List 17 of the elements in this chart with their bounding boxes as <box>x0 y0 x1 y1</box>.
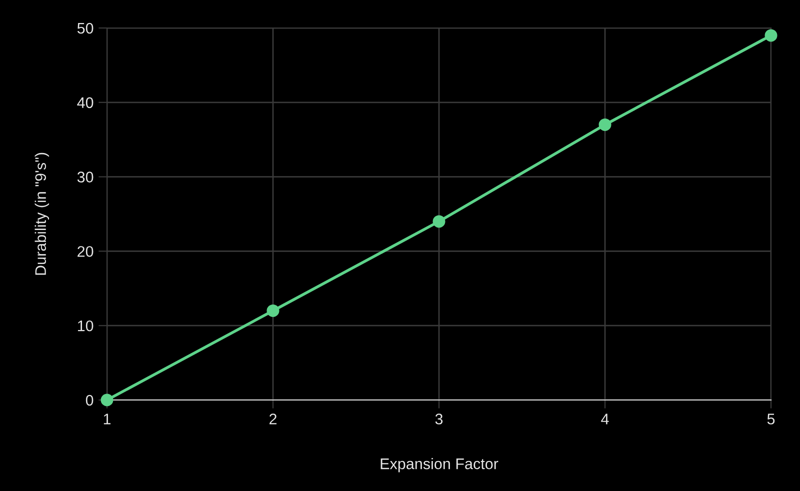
x-tick-label: 3 <box>435 414 443 424</box>
y-tick-label: 20 <box>78 246 94 257</box>
x-tick-label: 4 <box>601 414 609 424</box>
point <box>764 29 778 42</box>
y-axis-title: Durability (in "9's") <box>34 152 50 275</box>
point <box>432 215 446 228</box>
x-tick-label: 2 <box>270 414 276 424</box>
point <box>598 118 612 131</box>
y-tick-label: 40 <box>77 97 94 108</box>
y-tick-label: 50 <box>77 22 94 34</box>
point <box>266 304 280 317</box>
y-tick-label: 10 <box>78 320 94 332</box>
x-tick-label: 1 <box>104 414 111 424</box>
x-axis-title: Expansion Factor <box>380 458 498 472</box>
y-tick-label: 0 <box>86 394 94 406</box>
x-tick-label: 5 <box>767 414 775 424</box>
y-tick-label: 30 <box>77 172 94 182</box>
